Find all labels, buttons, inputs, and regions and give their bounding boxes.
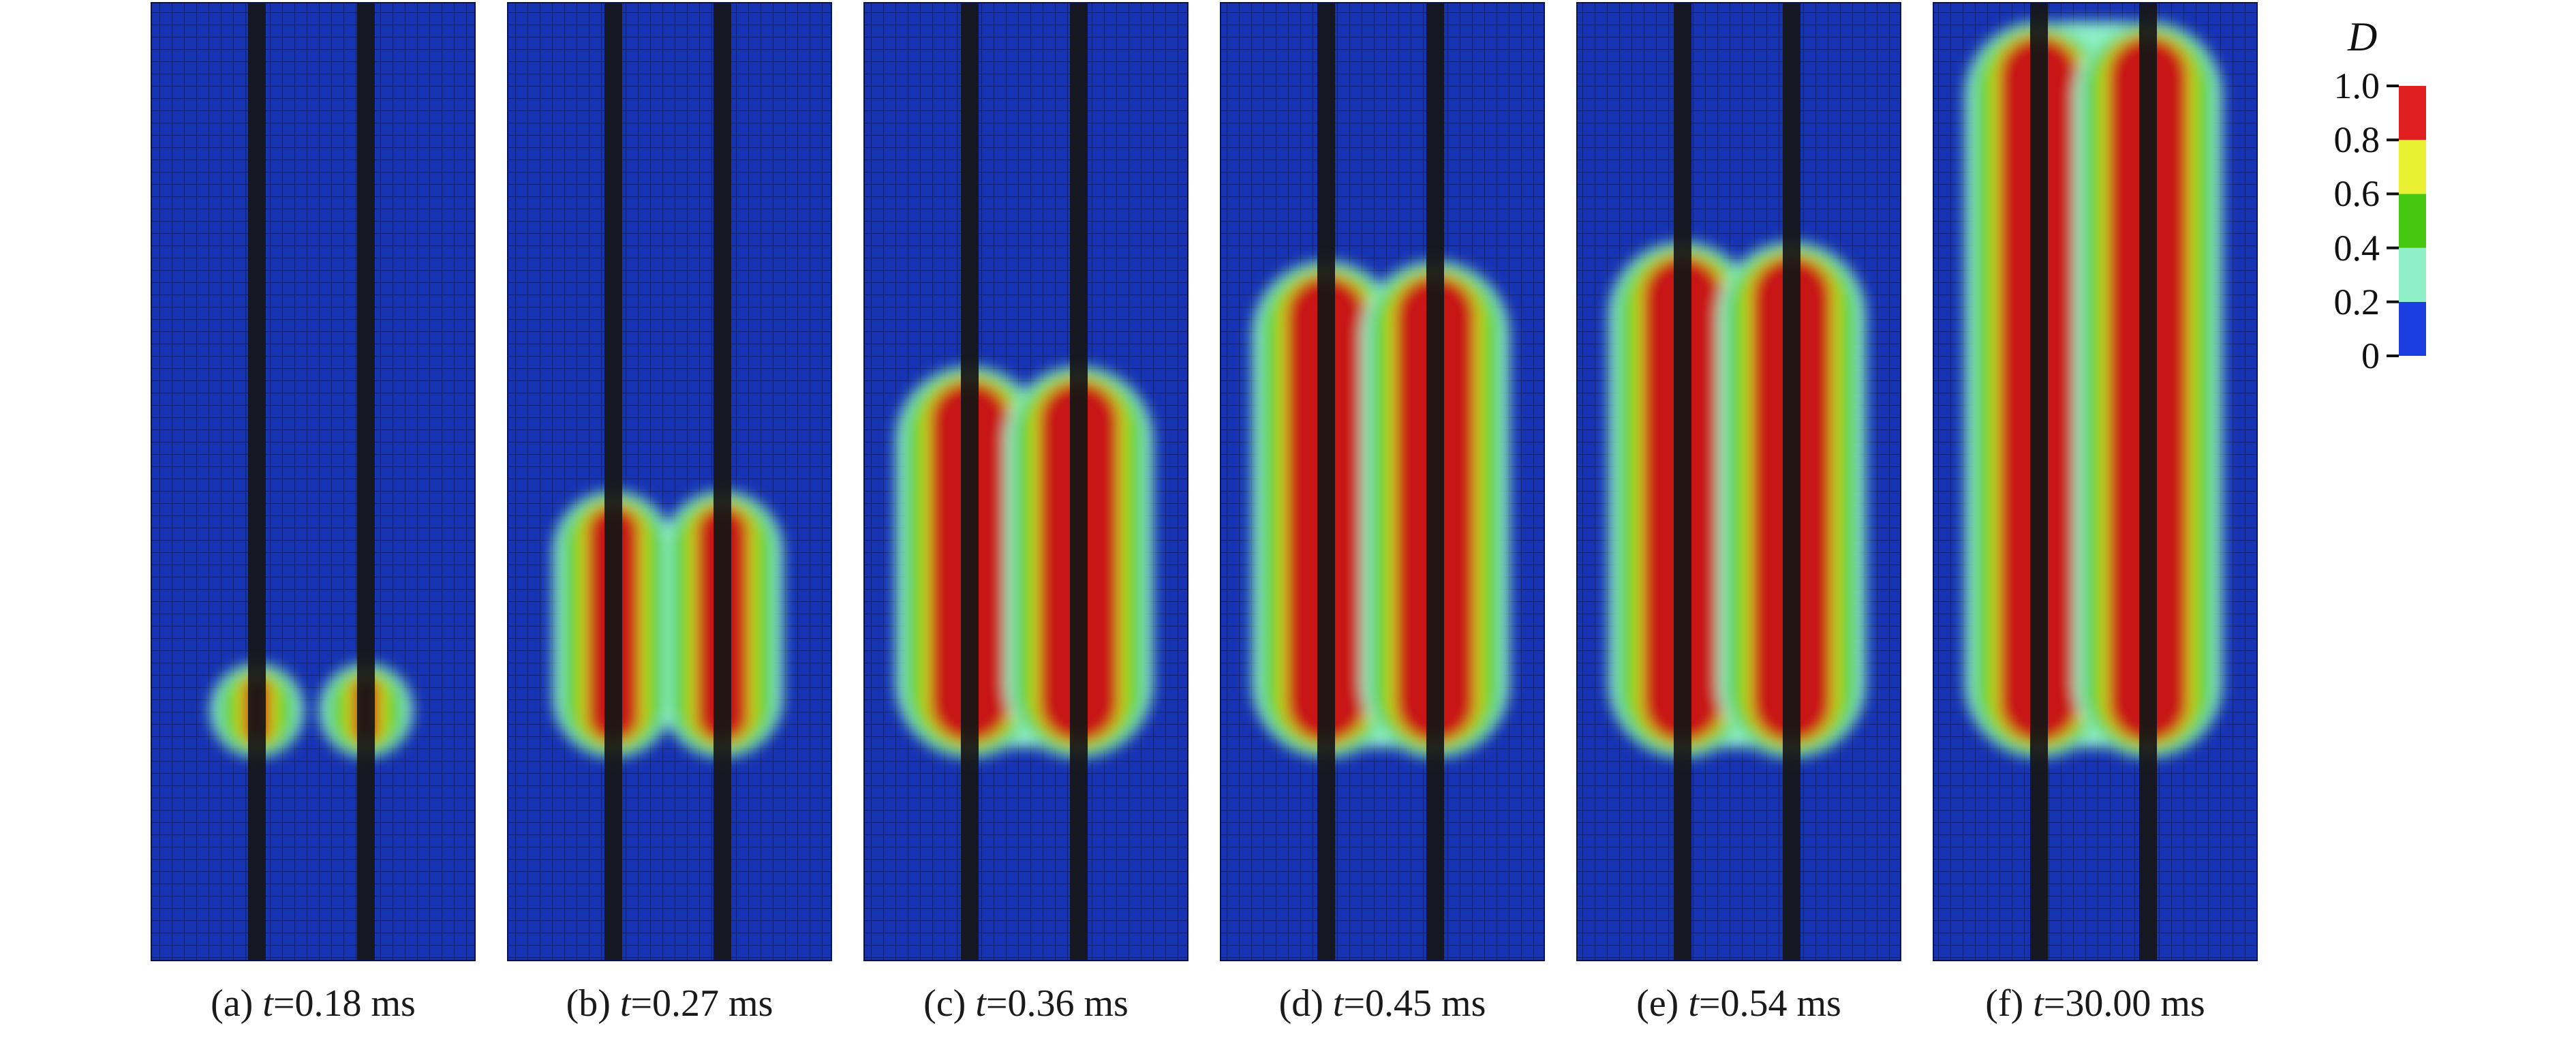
legend-band-3: [2399, 140, 2426, 194]
panel-c: [863, 2, 1189, 961]
panel-mesh: [151, 3, 475, 961]
panel-mesh: [508, 3, 831, 961]
damage-zone: [1253, 261, 1509, 757]
panel-caption: (f) t=30.00 ms: [1985, 982, 2205, 1025]
borehole-1: [604, 3, 622, 961]
legend-band-2: [2399, 194, 2426, 248]
legend-band-0: [2399, 301, 2426, 356]
borehole-2: [1426, 3, 1444, 961]
borehole-2: [357, 3, 375, 961]
damage-zone: [553, 491, 782, 757]
borehole-2: [1070, 3, 1088, 961]
legend-tick-label: 0.2: [2333, 281, 2380, 322]
borehole-1: [961, 3, 979, 961]
colorbar-legend: [2387, 85, 2426, 357]
damage-zone: [1609, 242, 1865, 757]
panel-e: [1576, 2, 1901, 961]
legend-band-4: [2399, 86, 2426, 140]
borehole-1: [1674, 3, 1691, 961]
panel-caption: (e) t=0.54 ms: [1636, 982, 1841, 1025]
legend-tick-label: 0.8: [2333, 119, 2380, 161]
damage-zone: [1965, 22, 2222, 757]
panel-caption: (c) t=0.36 ms: [923, 982, 1129, 1025]
panel-f: [1933, 2, 2258, 961]
legend-title: D: [2348, 14, 2378, 59]
borehole-2: [714, 3, 731, 961]
borehole-2: [2139, 3, 2157, 961]
legend-tick-label: 0: [2361, 335, 2380, 376]
panel-caption: (a) t=0.18 ms: [211, 982, 416, 1025]
damage-zone: [211, 663, 412, 757]
panel-a: [151, 2, 476, 961]
legend-band-1: [2399, 247, 2426, 302]
borehole-2: [1783, 3, 1800, 961]
panel-caption: (b) t=0.27 ms: [566, 982, 773, 1025]
borehole-1: [2030, 3, 2048, 961]
legend-tick-label: 0.6: [2333, 173, 2380, 215]
panel-d: [1220, 2, 1545, 961]
legend-tick-label: 1.0: [2333, 65, 2380, 106]
crack-zone-1: [553, 491, 673, 757]
damage-zone: [896, 366, 1152, 757]
borehole-1: [248, 3, 266, 961]
borehole-1: [1317, 3, 1335, 961]
legend-tick-label: 0.4: [2333, 227, 2380, 269]
panel-b: [507, 2, 832, 961]
panel-caption: (d) t=0.45 ms: [1278, 982, 1486, 1025]
